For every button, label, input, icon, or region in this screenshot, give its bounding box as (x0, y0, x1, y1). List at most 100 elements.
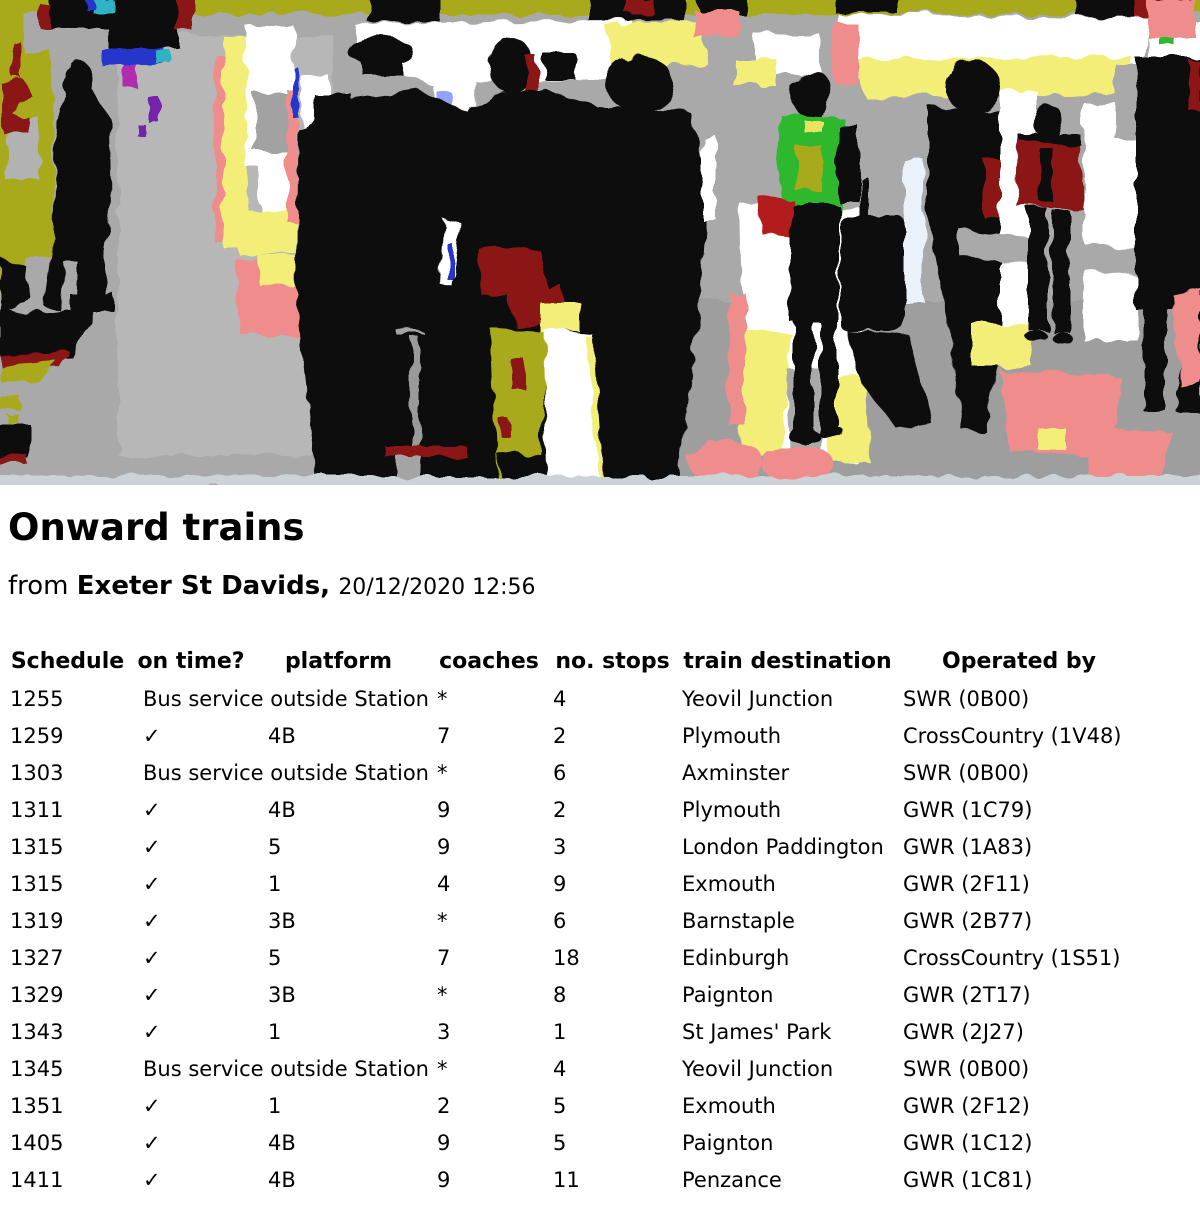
cell-coaches: 7 (437, 945, 451, 970)
cell-schedule: 1319 (10, 908, 64, 933)
cell-platform: 1 (268, 1019, 282, 1044)
cell-on-time: ✓ (143, 797, 161, 822)
cell-operated-by: SWR (0B00) (903, 760, 1030, 785)
cell-platform: 3B (268, 908, 296, 933)
cell-on-time: ✓ (143, 723, 161, 748)
cell-destination: Yeovil Junction (682, 1056, 834, 1081)
cell-on-time: ✓ (143, 1167, 161, 1192)
cell-coaches: * (437, 982, 448, 1007)
table-row: 1411 ✓ 4B 9 11 Penzance GWR (1C81) (0, 1161, 1140, 1198)
cell-no-stops: 2 (553, 723, 567, 748)
table-row: 1311 ✓ 4B 9 2 Plymouth GWR (1C79) (0, 791, 1140, 828)
cell-destination: Barnstaple (682, 908, 795, 933)
cell-no-stops: 2 (553, 797, 567, 822)
cell-schedule: 1315 (10, 871, 64, 896)
cell-destination: Plymouth (682, 723, 782, 748)
cell-no-stops: 9 (553, 871, 567, 896)
cell-destination: Edinburgh (682, 945, 790, 970)
cell-operated-by: SWR (0B00) (903, 1056, 1030, 1081)
cell-on-time: Bus service outside Station (143, 760, 429, 785)
cell-coaches: * (437, 908, 448, 933)
cell-coaches: 9 (437, 1167, 451, 1192)
cell-coaches: 3 (437, 1019, 451, 1044)
cell-schedule: 1311 (10, 797, 64, 822)
table-body: 1255 Bus service outside Station * 4 Yeo… (0, 680, 1140, 1198)
cell-destination: Yeovil Junction (682, 686, 834, 711)
cell-schedule: 1329 (10, 982, 64, 1007)
cell-no-stops: 6 (553, 760, 567, 785)
cell-destination: Exmouth (682, 1093, 776, 1118)
station-crowd-svg (0, 0, 1200, 485)
cell-no-stops: 11 (553, 1167, 580, 1192)
cell-platform: 5 (268, 945, 282, 970)
cell-destination: Axminster (682, 760, 790, 785)
cell-operated-by: GWR (1C12) (903, 1130, 1033, 1155)
cell-operated-by: CrossCountry (1V48) (903, 723, 1122, 748)
table-row: 1405 ✓ 4B 9 5 Paignton GWR (1C12) (0, 1124, 1140, 1161)
cell-destination: Penzance (682, 1167, 782, 1192)
cell-platform: 1 (268, 871, 282, 896)
table-row: 1327 ✓ 5 7 18 Edinburgh CrossCountry (1S… (0, 939, 1140, 976)
datetime: 20/12/2020 12:56 (338, 575, 536, 600)
cell-schedule: 1343 (10, 1019, 64, 1044)
cell-no-stops: 6 (553, 908, 567, 933)
cell-on-time: ✓ (143, 908, 161, 933)
cell-destination: St James' Park (682, 1019, 832, 1044)
table-row: 1303 Bus service outside Station * 6 Axm… (0, 754, 1140, 791)
table-row: 1319 ✓ 3B * 6 Barnstaple GWR (2B77) (0, 902, 1140, 939)
cell-coaches: 2 (437, 1093, 451, 1118)
cell-no-stops: 3 (553, 834, 567, 859)
header-no-stops: no. stops (555, 649, 670, 674)
table-row: 1315 ✓ 5 9 3 London Paddington GWR (1A83… (0, 828, 1140, 865)
departures-table: Schedule on time? platform coaches no. s… (0, 643, 1140, 1198)
cell-schedule: 1327 (10, 945, 64, 970)
from-label: from (8, 571, 69, 601)
header-platform: platform (284, 649, 393, 674)
cell-platform: 1 (268, 1093, 282, 1118)
cell-platform: 5 (268, 834, 282, 859)
cell-schedule: 1255 (10, 686, 64, 711)
cell-operated-by: GWR (2F11) (903, 871, 1030, 896)
cell-on-time: ✓ (143, 1130, 161, 1155)
cell-schedule: 1411 (10, 1167, 64, 1192)
cell-operated-by: GWR (2F12) (903, 1093, 1030, 1118)
cell-on-time: Bus service outside Station (143, 1056, 429, 1081)
cell-operated-by: CrossCountry (1S51) (903, 945, 1121, 970)
header-on-time: on time? (137, 649, 245, 674)
table-row: 1255 Bus service outside Station * 4 Yeo… (0, 680, 1140, 717)
table-row: 1259 ✓ 4B 7 2 Plymouth CrossCountry (1V4… (0, 717, 1140, 754)
cell-operated-by: GWR (1C79) (903, 797, 1033, 822)
cell-operated-by: GWR (1C81) (903, 1167, 1033, 1192)
cell-on-time: ✓ (143, 1019, 161, 1044)
cell-coaches: * (437, 1056, 448, 1081)
cell-coaches: 9 (437, 1130, 451, 1155)
header-schedule: Schedule (10, 649, 125, 674)
cell-no-stops: 4 (553, 686, 567, 711)
cell-destination: Plymouth (682, 797, 782, 822)
cell-platform: 4B (268, 723, 296, 748)
cell-schedule: 1315 (10, 834, 64, 859)
cell-coaches: 4 (437, 871, 451, 896)
subtitle: from Exeter St Davids, 20/12/2020 12:56 (8, 571, 1200, 603)
header-coaches: coaches (439, 649, 539, 674)
table-row: 1343 ✓ 1 3 1 St James' Park GWR (2J27) (0, 1013, 1140, 1050)
cell-operated-by: GWR (2T17) (903, 982, 1031, 1007)
table-row: 1345 Bus service outside Station * 4 Yeo… (0, 1050, 1140, 1087)
cell-on-time: ✓ (143, 945, 161, 970)
cell-coaches: * (437, 760, 448, 785)
cell-schedule: 1259 (10, 723, 64, 748)
cell-on-time: Bus service outside Station (143, 686, 429, 711)
cell-destination: Paignton (682, 982, 774, 1007)
table-header-row: Schedule on time? platform coaches no. s… (0, 643, 1140, 680)
station-name: Exeter St Davids, (76, 571, 331, 601)
cell-on-time: ✓ (143, 834, 161, 859)
cell-platform: 3B (268, 982, 296, 1007)
cell-coaches: 9 (437, 797, 451, 822)
cell-on-time: ✓ (143, 982, 161, 1007)
cell-destination: Paignton (682, 1130, 774, 1155)
cell-operated-by: SWR (0B00) (903, 686, 1030, 711)
table-row: 1329 ✓ 3B * 8 Paignton GWR (2T17) (0, 976, 1140, 1013)
header-operated-by: Operated by (942, 649, 1096, 674)
cell-platform: 4B (268, 797, 296, 822)
